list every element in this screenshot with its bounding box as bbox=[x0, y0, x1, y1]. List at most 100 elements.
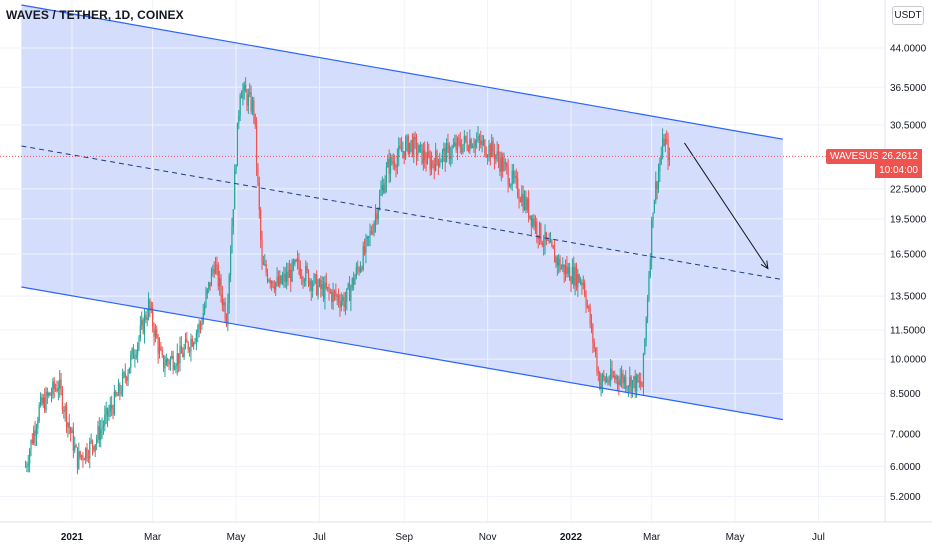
candle-down bbox=[220, 274, 222, 303]
currency-unit-button[interactable]: USDT bbox=[892, 6, 924, 25]
candle-body bbox=[358, 268, 360, 272]
candle-down bbox=[269, 277, 271, 289]
candle-down bbox=[480, 130, 482, 149]
candle-down bbox=[478, 133, 481, 151]
candle-body bbox=[540, 223, 542, 243]
candle-up bbox=[381, 176, 383, 197]
candle-up bbox=[523, 190, 526, 211]
candle-body bbox=[631, 380, 634, 392]
candle-up bbox=[511, 163, 513, 192]
candle-down bbox=[447, 133, 449, 153]
candle-body bbox=[302, 277, 304, 283]
candle-up bbox=[351, 277, 353, 291]
candle-body bbox=[541, 242, 543, 246]
candle-down bbox=[44, 388, 46, 414]
candle-up bbox=[651, 216, 653, 270]
candle-body bbox=[39, 396, 42, 406]
x-tick-label: Nov bbox=[479, 532, 497, 543]
candle-down bbox=[533, 214, 535, 231]
candle-down bbox=[432, 159, 434, 169]
candle-down bbox=[553, 239, 556, 263]
candle-up bbox=[128, 367, 131, 374]
candle-up bbox=[534, 215, 537, 235]
candle-body bbox=[231, 226, 233, 253]
candle-up bbox=[558, 254, 560, 274]
candle-body bbox=[324, 282, 326, 300]
candle-body bbox=[530, 215, 532, 227]
candle-up bbox=[652, 212, 654, 229]
candle-body bbox=[363, 246, 366, 253]
candle-body bbox=[536, 221, 538, 236]
candle-body bbox=[342, 297, 344, 301]
candle-up bbox=[439, 152, 441, 168]
candle-up bbox=[645, 316, 647, 347]
candle-down bbox=[246, 88, 248, 112]
candle-body bbox=[167, 359, 169, 362]
candle-body bbox=[205, 294, 207, 307]
candle-up bbox=[195, 329, 198, 351]
candle-up bbox=[368, 235, 370, 247]
candle-up bbox=[344, 291, 347, 316]
channel-lower-line bbox=[21, 286, 784, 421]
candle-body bbox=[424, 150, 426, 161]
candle-up bbox=[158, 337, 161, 359]
candle-body bbox=[254, 113, 256, 126]
candle-up bbox=[45, 386, 47, 414]
candle-down bbox=[570, 276, 572, 292]
candle-down bbox=[284, 267, 286, 288]
candle-down bbox=[49, 392, 51, 396]
candle-body bbox=[318, 279, 321, 286]
candle-body bbox=[597, 372, 599, 374]
candle-down bbox=[563, 264, 565, 283]
candle-up bbox=[175, 363, 177, 374]
candle-down bbox=[551, 238, 553, 248]
candle-body bbox=[154, 329, 156, 337]
candle-down bbox=[637, 374, 639, 383]
candle-body bbox=[402, 151, 404, 153]
candle-up bbox=[495, 154, 497, 165]
candle-body bbox=[443, 148, 445, 152]
candle-body bbox=[150, 307, 152, 310]
candle-down bbox=[614, 370, 616, 383]
candle-body bbox=[432, 160, 434, 164]
candle-body bbox=[67, 422, 69, 427]
candle-body bbox=[404, 141, 407, 159]
candle-body bbox=[614, 375, 616, 379]
candle-down bbox=[484, 138, 486, 158]
x-tick-label: May bbox=[227, 532, 246, 543]
candle-down bbox=[552, 244, 554, 250]
candle-body bbox=[411, 140, 414, 156]
candle-body bbox=[268, 280, 270, 282]
candle-up bbox=[37, 416, 39, 435]
candle-body bbox=[139, 325, 141, 338]
candle-down bbox=[301, 268, 303, 286]
candle-body bbox=[179, 345, 181, 364]
candle-up bbox=[571, 258, 573, 285]
candle-down bbox=[666, 130, 668, 145]
candle-body bbox=[497, 151, 500, 160]
candle-body bbox=[347, 284, 349, 289]
candle-up bbox=[97, 420, 99, 444]
candle-body bbox=[71, 429, 73, 434]
candle-body bbox=[477, 135, 479, 141]
candle-down bbox=[82, 452, 84, 468]
candle-body bbox=[132, 348, 135, 359]
candle-body bbox=[384, 182, 386, 193]
candle-down bbox=[34, 420, 36, 447]
candle-up bbox=[365, 233, 367, 264]
candle-up bbox=[219, 270, 221, 296]
candle-up bbox=[655, 171, 657, 205]
candle-body bbox=[128, 367, 131, 374]
channel-midline-dashed bbox=[21, 145, 783, 281]
candle-body bbox=[369, 231, 371, 237]
x-tick-label: Jul bbox=[313, 532, 326, 543]
candle-up bbox=[208, 281, 210, 294]
candle-body bbox=[515, 176, 517, 179]
y-tick-label: 5.2000 bbox=[890, 492, 921, 503]
candle-up bbox=[212, 264, 214, 277]
candle-down bbox=[188, 346, 191, 357]
candle-up bbox=[312, 280, 314, 298]
candle-up bbox=[231, 217, 233, 254]
candle-body bbox=[339, 302, 341, 307]
